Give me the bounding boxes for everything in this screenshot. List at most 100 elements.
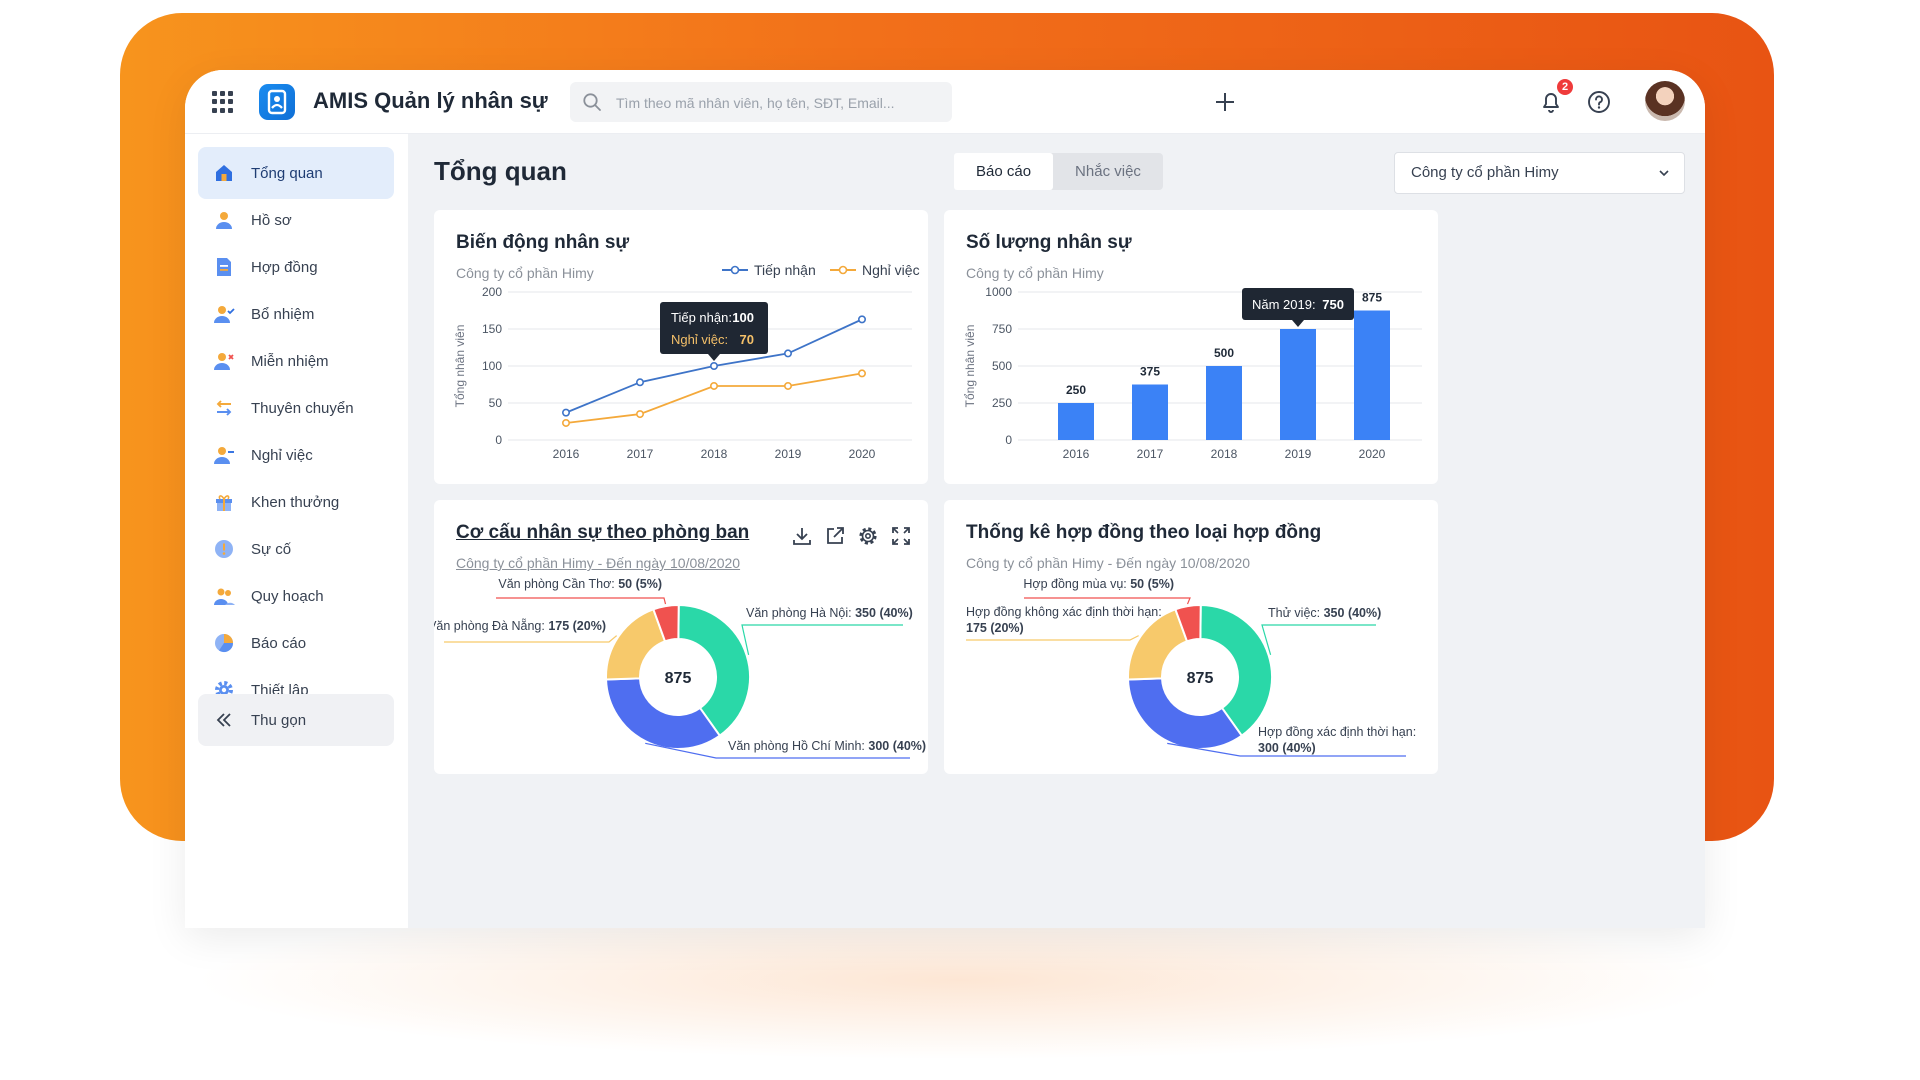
notification-badge: 2	[1557, 79, 1573, 95]
search-box[interactable]	[570, 82, 952, 124]
user-minus-icon	[212, 443, 236, 467]
donut-center-label: 875	[665, 670, 692, 687]
bar-value-label: 250	[1066, 383, 1086, 397]
slice-label: Hợp đồng xác định thời hạn: 300 (40%)	[1258, 725, 1420, 755]
slice-label: Văn phòng Hồ Chí Minh: 300 (40%)	[728, 739, 926, 753]
sidebar-item-bo-nhiem[interactable]: Bổ nhiệm	[198, 288, 394, 340]
top-bar: AMIS Quản lý nhân sự 2	[185, 70, 1705, 134]
bell-icon[interactable]	[1537, 88, 1565, 116]
app-logo-icon[interactable]	[259, 84, 295, 120]
slice-name: Thử việc:	[1268, 606, 1324, 620]
sidebar-item-label: Miễn nhiệm	[251, 352, 329, 370]
sidebar-item-khen-thuong[interactable]: Khen thưởng	[198, 476, 394, 528]
tooltip-arrow	[1292, 320, 1304, 327]
tooltip-value: 750	[1322, 297, 1344, 312]
sidebar-item-thuyen-chuyen[interactable]: Thuyên chuyển	[198, 382, 394, 434]
app-window: AMIS Quản lý nhân sự 2 Tổng quan Hồ sơ H…	[185, 70, 1705, 928]
download-icon[interactable]	[790, 524, 814, 548]
tooltip-value: 100	[732, 310, 754, 325]
company-select-value: Công ty cổ phần Himy	[1411, 164, 1559, 181]
user-icon	[212, 208, 236, 232]
collapse-button[interactable]: Thu gọn	[198, 694, 394, 746]
sidebar-item-label: Quy hoạch	[251, 587, 324, 605]
bar	[1354, 310, 1390, 440]
data-point	[709, 362, 718, 371]
sidebar-item-label: Báo cáo	[251, 634, 307, 652]
sidebar-item-label: Sự cố	[251, 540, 292, 558]
sidebar-item-tong-quan[interactable]: Tổng quan	[198, 147, 394, 199]
tooltip-box	[1242, 288, 1354, 320]
x-tick-label: 2018	[1211, 447, 1238, 461]
card-subtitle[interactable]: Công ty cổ phần Himy - Đến ngày 10/08/20…	[456, 555, 741, 571]
x-tick-label: 2016	[553, 447, 580, 461]
slice-name: Văn phòng Hồ Chí Minh:	[728, 739, 868, 753]
sidebar-item-hop-dong[interactable]: Hợp đồng	[198, 241, 394, 293]
search-icon	[583, 93, 601, 111]
bar-value-label: 375	[1140, 365, 1160, 379]
x-tick-label: 2017	[627, 447, 654, 461]
y-tick-label: 50	[489, 396, 503, 410]
sidebar-item-mien-nhiem[interactable]: Miễn nhiệm	[198, 335, 394, 387]
sidebar-item-nghi-viec[interactable]: Nghỉ việc	[198, 429, 394, 481]
avatar[interactable]	[1645, 81, 1685, 121]
main-content: Tổng quan Báo cáo Nhắc việc Công ty cổ p…	[408, 134, 1705, 928]
contract-donut-chart: 875 Thử việc: 350 (40%) Hợp đồng xác định …	[966, 577, 1420, 757]
x-tick-label: 2019	[775, 447, 802, 461]
card-title: Số lượng nhân sự	[966, 232, 1132, 253]
external-link-icon[interactable]	[823, 524, 847, 548]
sidebar-item-label: Thuyên chuyển	[251, 399, 354, 417]
settings-icon[interactable]	[856, 524, 880, 548]
plus-icon[interactable]	[1211, 88, 1239, 116]
legend-line-orange	[830, 265, 856, 275]
data-point	[562, 418, 571, 427]
line-chart: 0 50 100 150 200 Tổng nhân viên 2016 2017 2018 20…	[453, 285, 912, 461]
x-tick-label: 2018	[701, 447, 728, 461]
user-remove-icon	[212, 349, 236, 373]
tooltip-arrow	[708, 354, 720, 361]
company-select[interactable]: Công ty cổ phần Himy	[1394, 152, 1685, 194]
sidebar-item-ho-so[interactable]: Hồ sơ	[198, 194, 394, 246]
sidebar-item-label: Tổng quan	[251, 164, 323, 182]
legend-item[interactable]: Tiếp nhận	[722, 262, 816, 278]
slice-label: Văn phòng Đà Nẵng: 175 (20%)	[434, 618, 606, 633]
x-tick-label: 2016	[1063, 447, 1090, 461]
sidebar-item-label: Khen thưởng	[251, 493, 340, 511]
help-icon[interactable]	[1585, 88, 1613, 116]
leader-line	[1261, 624, 1376, 656]
card-subtitle: Công ty cổ phần Himy	[966, 265, 1104, 281]
data-point	[562, 408, 571, 417]
pie-chart-icon	[212, 631, 236, 655]
x-tick-label: 2020	[849, 447, 876, 461]
slice-value: 300 (40%)	[868, 739, 926, 753]
apps-grid-icon[interactable]	[212, 91, 234, 113]
sidebar-item-quy-hoach[interactable]: Quy hoạch	[198, 570, 394, 622]
slice-value: 50 (5%)	[618, 577, 662, 591]
slice-value: 350 (40%)	[855, 606, 913, 620]
tooltip-value: 70	[740, 332, 754, 347]
x-tick-label: 2017	[1137, 447, 1164, 461]
sidebar-item-su-co[interactable]: Sự cố	[198, 523, 394, 575]
page-title: Tổng quan	[434, 156, 567, 186]
bar-value-label: 875	[1362, 291, 1382, 305]
y-tick-label: 100	[482, 359, 502, 373]
slice-name: Hợp đồng xác định thời hạn:	[1258, 725, 1420, 739]
legend-item[interactable]: Nghỉ việc	[830, 262, 920, 278]
gear-icon	[212, 678, 236, 702]
search-input[interactable]	[614, 82, 948, 124]
slice-label: Văn phòng Cần Thơ: 50 (5%)	[498, 577, 662, 591]
card-title[interactable]: Cơ cấu nhân sự theo phòng ban	[456, 522, 750, 543]
slice-name: Văn phòng Cần Thơ:	[498, 577, 618, 591]
slice-label: Thử việc: 350 (40%)	[1268, 606, 1381, 620]
slice-label: Văn phòng Hà Nội: 350 (40%)	[746, 606, 913, 620]
slice-value: 50 (5%)	[1130, 577, 1174, 591]
tab-bao-cao[interactable]: Báo cáo	[954, 153, 1054, 190]
transfer-icon	[212, 396, 236, 420]
slice-label: Hợp đồng mùa vụ: 50 (5%)	[1023, 577, 1174, 591]
leader-line	[966, 635, 1139, 641]
slice-name: Hợp đồng không xác định thời hạn:	[966, 605, 1165, 619]
slice-value: 175 (20%)	[548, 619, 606, 633]
tab-nhac-viec[interactable]: Nhắc việc	[1075, 163, 1141, 180]
fullscreen-icon[interactable]	[889, 524, 913, 548]
leader-line	[496, 597, 667, 605]
sidebar-item-bao-cao[interactable]: Báo cáo	[198, 617, 394, 669]
